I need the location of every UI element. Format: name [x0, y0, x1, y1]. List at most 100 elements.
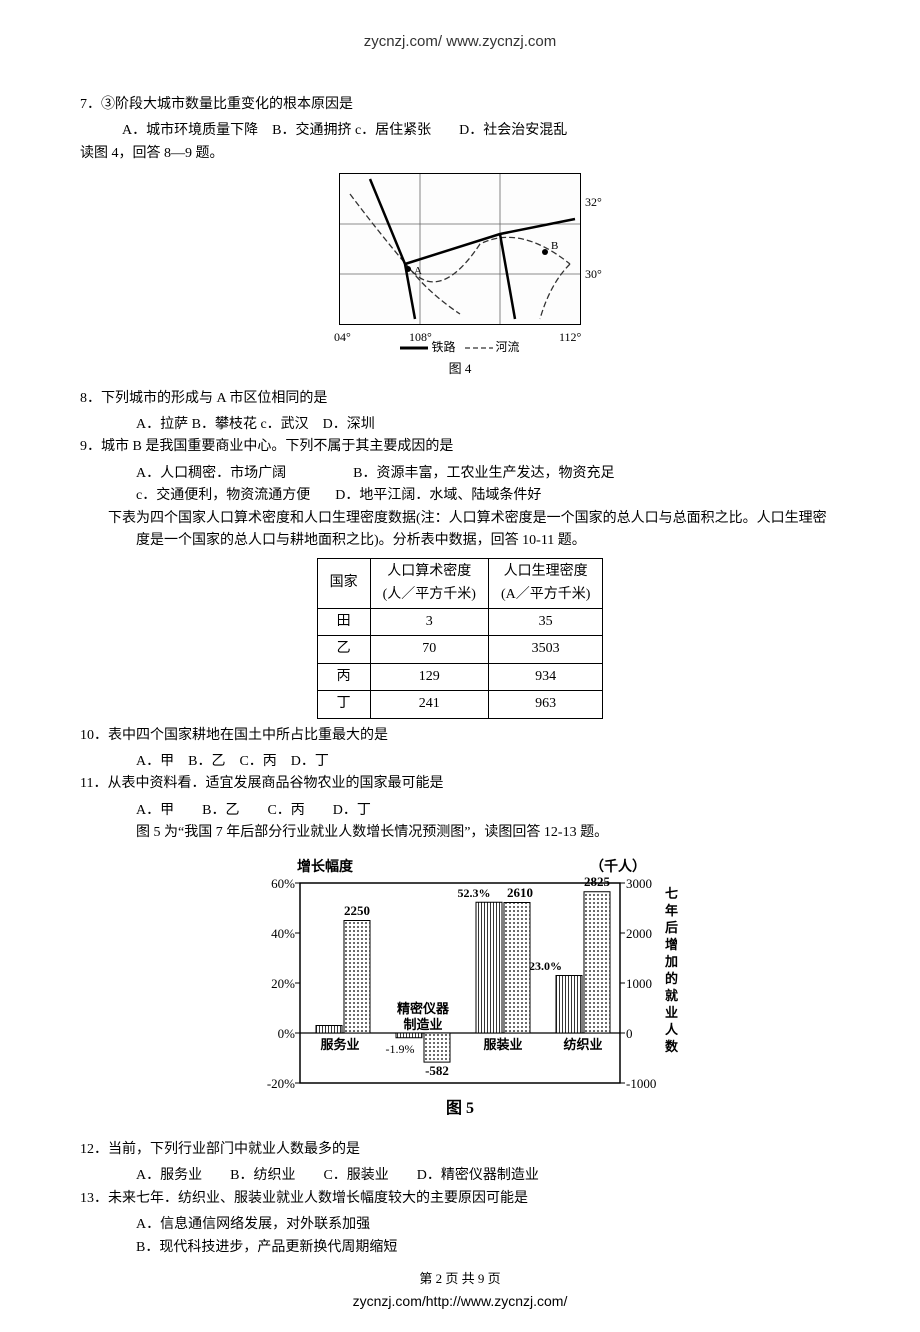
side-label: 增 [665, 937, 678, 952]
bar-emp-textile [584, 891, 610, 1032]
footer-url: zycnzj.com/http://www.zycnzj.com/ [80, 1290, 840, 1312]
bar-growth-services [316, 1025, 342, 1033]
table-row: 丙 129 934 [317, 663, 603, 690]
table-row: 丁 241 963 [317, 691, 603, 718]
q7-stem: 7．③阶段大城市数量比重变化的根本原因是 [80, 94, 840, 116]
ytick-right: -1000 [626, 1076, 656, 1091]
map-lon-2: 108° [409, 328, 432, 347]
y-left-title: 增长幅度 [297, 858, 354, 875]
table-intro: 下表为四个国家人口算术密度和人口生理密度数据(注：人口算术密度是一个国家的总人口… [80, 508, 840, 553]
map-lon-3: 112° [559, 328, 581, 347]
table-row: 田 3 35 [317, 609, 603, 636]
map-point-b: B [551, 240, 558, 252]
cell-country: 乙 [317, 636, 370, 663]
cat-precision-2: 制造业 [403, 1017, 442, 1032]
th-arith: 人口算术密度 (人／平方千米) [370, 559, 488, 609]
cat-services: 服务业 [320, 1037, 359, 1052]
ytick-right: 3000 [626, 876, 652, 891]
bar-growth-textile [556, 975, 582, 1033]
side-label: 的 [665, 971, 678, 986]
q9-stem: 9．城市 B 是我国重要商业中心。下列不属于其主要成因的是 [80, 436, 840, 458]
q13-opt-b: B．现代科技进步，产品更新换代周期缩短 [80, 1237, 840, 1259]
cell-phys: 934 [488, 663, 602, 690]
cell-phys: 3503 [488, 636, 602, 663]
header-url: zycnzj.com/ www.zycnzj.com [80, 30, 840, 54]
cell-arith: 3 [370, 609, 488, 636]
bar-emp-precision [424, 1033, 450, 1062]
side-label: 数 [665, 1039, 679, 1054]
map-lon-1: 04° [334, 328, 351, 347]
q7-options: A．城市环境质量下降 B．交通拥挤 c．居住紧张 D．社会治安混乱 [80, 120, 840, 142]
fig4-intro: 读图 4，回答 8—9 题。 [80, 143, 840, 165]
q10-stem: 10．表中四个国家耕地在国土中所占比重最大的是 [80, 725, 840, 747]
table-header-row: 国家 人口算术密度 (人／平方千米) 人口生理密度 (A／平方千米) [317, 559, 603, 609]
fig5-caption: 图 5 [446, 1099, 474, 1117]
cell-arith: 241 [370, 691, 488, 718]
label-neg-pct: -1.9% [386, 1042, 415, 1056]
map-point-a: A [414, 265, 422, 277]
q11-options: A．甲 B．乙 C．丙 D．丁 [80, 800, 840, 822]
label-2250: 2250 [344, 903, 370, 918]
side-label: 加 [664, 954, 678, 969]
th-phys: 人口生理密度 (A／平方千米) [488, 559, 602, 609]
bar-growth-precision [396, 1033, 422, 1038]
fig5-chart: 60% 40% 20% 0% -20% 3000 2000 1000 0 [240, 853, 680, 1123]
density-table: 国家 人口算术密度 (人／平方千米) 人口生理密度 (A／平方千米) 田 3 3… [317, 558, 604, 718]
side-label: 业 [665, 1005, 678, 1020]
cell-arith: 129 [370, 663, 488, 690]
fig5-intro: 图 5 为“我国 7 年后部分行业就业人数增长情况预测图”，读图回答 12-13… [80, 822, 840, 844]
table-row: 乙 70 3503 [317, 636, 603, 663]
q9-options-row2: c．交通便利，物资流通方便 D．地平江阔．水域、陆域条件好 [80, 485, 840, 507]
label-2825: 2825 [584, 874, 611, 889]
bar-emp-services [344, 920, 370, 1033]
cell-country: 田 [317, 609, 370, 636]
q10-options: A．甲 B．乙 C．丙 D．丁 [80, 751, 840, 773]
map-box: A B [339, 173, 581, 325]
ytick-right: 2000 [626, 926, 652, 941]
cat-apparel: 服装业 [483, 1037, 522, 1052]
bar-growth-apparel [476, 902, 502, 1033]
q9-opt-a: A．人口稠密．市场广阔 [136, 466, 286, 481]
q13-opt-a: A．信息通信网络发展，对外联系加强 [80, 1214, 840, 1236]
q9-options-row1: A．人口稠密．市场广阔 B．资源丰富，工农业生产发达，物资充足 [80, 463, 840, 485]
footer-page: 第 2 页 共 9 页 [80, 1269, 840, 1290]
ytick-right: 0 [626, 1026, 633, 1041]
label-2610: 2610 [507, 885, 533, 900]
side-label: 后 [665, 920, 678, 935]
side-label: 年 [665, 903, 678, 918]
fig4-caption: 图 4 [80, 359, 840, 380]
side-label: 就 [665, 988, 678, 1003]
q12-options: A．服务业 B．纺织业 C．服装业 D．精密仪器制造业 [80, 1165, 840, 1187]
ytick-left: -20% [267, 1076, 295, 1091]
legend-river-label: 河流 [496, 340, 520, 354]
ytick-left: 60% [271, 876, 295, 891]
ytick-left: 0% [278, 1026, 296, 1041]
th-country: 国家 [317, 559, 370, 609]
legend-rail-label: 铁路 [431, 340, 455, 354]
cell-country: 丁 [317, 691, 370, 718]
map-lat-2: 30° [585, 265, 602, 284]
cell-phys: 963 [488, 691, 602, 718]
label-neg-val: -582 [425, 1063, 449, 1078]
bar-emp-apparel [504, 902, 530, 1033]
q11-stem: 11．从表中资料看．适宜发展商品谷物农业的国家最可能是 [80, 773, 840, 795]
figure-4: A B 04° 108° 112° 32° 30° 铁路 河流 图 4 [80, 173, 840, 379]
label-23pct: 23.0% [529, 959, 562, 973]
ytick-left: 40% [271, 926, 295, 941]
ytick-left: 20% [271, 976, 295, 991]
q8-options: A．拉萨 B．攀枝花 c．武汉 D．深圳 [80, 414, 840, 436]
q9-opt-c: c．交通便利，物资流通方便 [136, 488, 310, 503]
map-legend: 铁路 河流 [80, 338, 840, 357]
q9-opt-b: B．资源丰富，工农业生产发达，物资充足 [353, 466, 614, 481]
figure-5: 60% 40% 20% 0% -20% 3000 2000 1000 0 [80, 853, 840, 1131]
side-label: 人 [665, 1022, 679, 1037]
cell-arith: 70 [370, 636, 488, 663]
cat-precision-1: 精密仪器 [397, 1001, 450, 1016]
q12-stem: 12．当前，下列行业部门中就业人数最多的是 [80, 1139, 840, 1161]
cell-phys: 35 [488, 609, 602, 636]
cat-textile: 纺织业 [563, 1037, 602, 1052]
map-lat-1: 32° [585, 193, 602, 212]
map-svg: A B [340, 174, 580, 324]
q8-stem: 8．下列城市的形成与 A 市区位相同的是 [80, 388, 840, 410]
y-right-title-top: （千人） [590, 858, 646, 875]
